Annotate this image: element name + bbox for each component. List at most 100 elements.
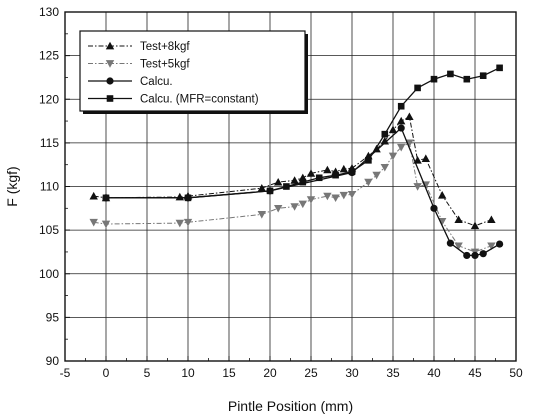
data-point (463, 75, 471, 83)
data-point (257, 184, 266, 192)
data-point (479, 72, 487, 79)
data-point (430, 75, 438, 83)
data-point (496, 240, 504, 248)
legend-label: Test+5kgf (140, 59, 190, 71)
data-point (446, 239, 454, 247)
y-tick-label: 90 (46, 354, 60, 368)
x-tick-label: 50 (509, 366, 523, 380)
data-point (413, 183, 422, 191)
x-tick-label: 25 (304, 366, 318, 380)
data-point (183, 218, 193, 227)
series-layer (89, 64, 504, 260)
y-tick-label: 110 (40, 180, 59, 194)
data-point (184, 194, 192, 202)
x-tick-label: 20 (263, 366, 277, 380)
data-point (323, 165, 332, 174)
data-point (454, 215, 463, 224)
data-point (372, 171, 381, 180)
x-axis-title: Pintle Position (mm) (228, 398, 353, 414)
x-tick-label: 30 (345, 366, 359, 380)
y-tick-label: 100 (39, 267, 59, 281)
data-point (298, 200, 307, 209)
data-point (471, 251, 479, 260)
data-point (470, 221, 480, 230)
data-point (487, 215, 496, 224)
data-point (306, 169, 316, 177)
legend-label: Calcu. (140, 76, 173, 88)
data-point (339, 164, 348, 173)
data-point (463, 251, 471, 260)
data-point (89, 218, 98, 227)
data-point (175, 219, 184, 228)
data-point (438, 191, 447, 199)
data-point (89, 191, 98, 200)
data-point (397, 116, 406, 125)
legend-label: Calcu. (MFR=constant) (140, 94, 259, 106)
y-axis-title: F (kgf) (4, 166, 20, 206)
data-point (339, 191, 348, 200)
data-point (487, 242, 496, 251)
x-tick-label: -5 (60, 366, 71, 380)
legend-layer: Test+8kgf Test+5kgf Calcu. Calcu. (MFR=cons… (79, 30, 308, 114)
y-tick-label: 120 (39, 92, 59, 106)
data-point (274, 177, 283, 186)
data-point (306, 196, 316, 204)
data-point (274, 204, 283, 213)
y-tick-label: 130 (39, 5, 59, 19)
y-tick-label: 115 (40, 136, 59, 150)
y-tick-label: 105 (39, 223, 59, 237)
legend-marker (106, 95, 114, 102)
data-point (421, 154, 430, 162)
data-point (348, 168, 356, 177)
data-point (283, 183, 290, 190)
data-point (365, 157, 372, 164)
axis-layer: -5 0 5 10 15 20 25 30 35 40 45 50 90 95 100 105 110 115 12… (39, 5, 523, 380)
data-point (479, 250, 487, 258)
x-tick-label: 5 (144, 366, 151, 380)
y-tick-label: 95 (46, 310, 60, 324)
legend-box (79, 30, 306, 112)
x-tick-label: 0 (103, 366, 110, 380)
x-tick-label: 40 (427, 366, 441, 380)
data-point (380, 163, 389, 172)
data-point (430, 204, 438, 212)
data-point (388, 125, 398, 134)
data-point (380, 136, 389, 145)
legend-marker (105, 60, 115, 68)
data-point (290, 203, 299, 211)
x-tick-label: 45 (468, 366, 482, 380)
data-point (257, 211, 266, 219)
x-tick-label: 15 (222, 366, 236, 380)
legend-label: Test+8kgf (140, 41, 190, 53)
data-point (364, 178, 373, 187)
data-point (332, 171, 339, 179)
data-point (381, 130, 389, 138)
data-point (405, 112, 414, 121)
x-tick-label: 35 (386, 366, 400, 380)
data-point (101, 220, 111, 229)
series-1 (89, 139, 496, 257)
data-point (315, 174, 323, 182)
data-point (323, 192, 332, 201)
data-point (331, 194, 340, 203)
data-point (299, 178, 307, 186)
data-point (397, 124, 405, 132)
legend-marker (106, 77, 114, 85)
data-point (290, 176, 299, 184)
data-point (447, 70, 454, 78)
data-point (266, 187, 274, 195)
data-point (414, 84, 421, 92)
data-point (454, 242, 463, 251)
data-point (388, 152, 398, 161)
data-point (102, 194, 110, 202)
data-point (347, 190, 357, 199)
x-tick-label: 10 (181, 366, 195, 380)
legend-marker (105, 41, 115, 50)
y-tick-label: 125 (39, 49, 59, 63)
data-point (397, 102, 405, 110)
data-point (397, 143, 406, 152)
series-2 (102, 124, 504, 260)
data-point (496, 64, 503, 72)
